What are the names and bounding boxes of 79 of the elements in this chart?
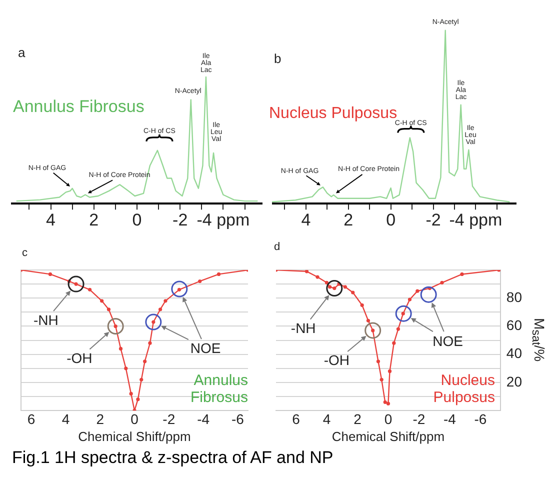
x-tick-label: -2 (162, 410, 176, 427)
annotation: -NH (34, 312, 58, 328)
x-tick-label: -2 (412, 410, 426, 427)
x-tick-label: -4 ppm (196, 210, 250, 230)
point (396, 327, 400, 331)
x-tick-label: -4 (197, 410, 210, 427)
x-tick-label: -4 (443, 410, 456, 427)
point (388, 369, 392, 374)
annotation: -NH (290, 320, 316, 336)
x-tick-label: 4 (62, 410, 70, 427)
x-tick-label: 2 (354, 410, 362, 427)
point (460, 272, 464, 276)
y-tick-label: 20 (506, 373, 522, 390)
point (143, 360, 147, 364)
point (416, 289, 420, 293)
annotation: -OH (324, 352, 350, 368)
point (48, 272, 52, 276)
annotation: Nucleus Pulposus (432, 372, 495, 406)
point (351, 290, 355, 294)
y-tick-label: 80 (506, 288, 522, 305)
annotation: -OH (66, 350, 92, 366)
point (366, 318, 370, 322)
x-tick-label: 0 (130, 410, 139, 427)
y-tick-label: 40 (506, 345, 522, 362)
point (136, 398, 140, 402)
x-tick-label: -2 (426, 210, 441, 230)
chart-title: a (18, 45, 26, 60)
point (148, 341, 152, 345)
x-tick-label: -6 (474, 410, 487, 427)
annotation: Annulus Fibrosus (13, 97, 144, 116)
point (360, 303, 364, 307)
point (304, 270, 309, 274)
text: b (274, 51, 282, 66)
chart-title: d (274, 241, 280, 253)
point (124, 366, 128, 370)
point (383, 400, 387, 404)
point (88, 288, 92, 292)
y-tick-label: 60 (506, 317, 522, 334)
point (408, 298, 412, 302)
x-tick-label: 2 (96, 410, 104, 427)
point (376, 360, 380, 364)
x-tick-label: 4 (301, 210, 311, 230)
x-tick-label: 0 (386, 210, 396, 230)
point (106, 308, 111, 312)
x-tick-label: 6 (292, 410, 300, 427)
annotation: NOE (190, 340, 221, 356)
annotation: Annulus Fibrosus (189, 372, 248, 406)
point (198, 279, 202, 284)
x-tick-label: 4 (322, 410, 331, 427)
point (328, 285, 332, 289)
x-tick-label: 4 (46, 210, 56, 230)
x-tick-label: 0 (132, 210, 142, 230)
point (140, 378, 144, 382)
x-tick-label: -6 (231, 410, 244, 427)
point (380, 378, 384, 382)
x-axis-title: Chemical Shift/ppm (332, 428, 445, 444)
x-tick-label: 2 (344, 210, 354, 230)
chart-title: c (22, 247, 28, 259)
x-tick-label: 2 (89, 210, 99, 230)
x-tick-label: 6 (27, 410, 36, 427)
point (100, 299, 104, 303)
point (392, 341, 396, 345)
x-tick-label: -2 (172, 210, 188, 230)
point (216, 272, 221, 276)
x-tick-label: -4 ppm (449, 210, 502, 230)
point (164, 299, 168, 303)
point (118, 346, 123, 351)
point (129, 392, 133, 396)
caption: Fig.1 1H spectra & z-spectra of AF and NP (12, 448, 334, 468)
point (386, 402, 390, 406)
point (324, 280, 329, 284)
point (316, 275, 320, 279)
annotation: Nucleus Pulposus (269, 105, 398, 122)
point (158, 308, 162, 312)
point (440, 280, 444, 284)
x-tick-label: 0 (384, 410, 392, 427)
point (343, 285, 347, 289)
annotation: NOE (432, 332, 463, 349)
x-axis-title: Chemical Shift/ppm (78, 428, 191, 444)
